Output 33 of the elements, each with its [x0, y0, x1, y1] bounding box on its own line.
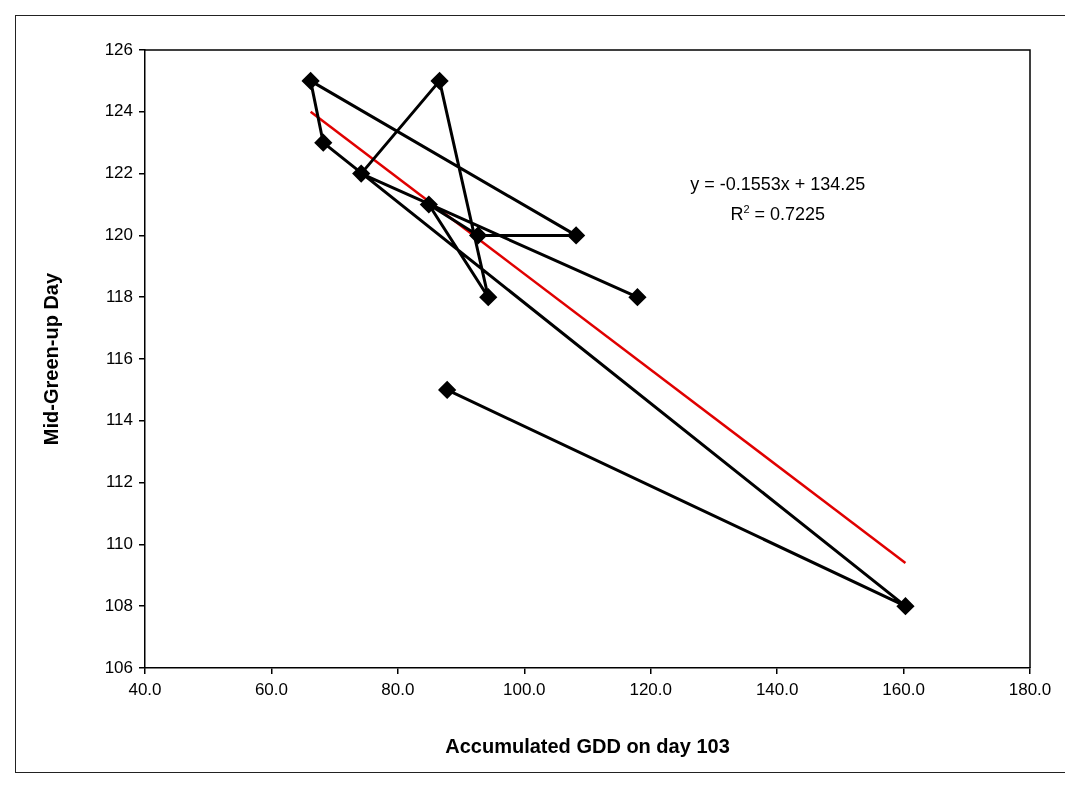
- x-tick-label: 100.0: [503, 679, 546, 699]
- point: [420, 196, 438, 213]
- point: [628, 288, 646, 306]
- x-tick-label: 80.0: [381, 679, 415, 699]
- point: [438, 381, 456, 399]
- y-tick-label: 112: [105, 472, 133, 492]
- point: [352, 165, 370, 183]
- y-tick-label: 126: [104, 39, 133, 59]
- x-tick-label: 120.0: [629, 679, 672, 699]
- x-axis-title: Accumulated GDD on day 103: [445, 734, 730, 757]
- annotation: y = -0.1553x + 134.25: [690, 174, 866, 194]
- x-tick-label: 140.0: [755, 679, 799, 699]
- x-tick-label: 160.0: [882, 679, 925, 699]
- y-tick-label: 108: [104, 595, 133, 615]
- y-tick-label: 110: [105, 534, 133, 554]
- point: [431, 72, 449, 90]
- x-tick-label: 60.0: [254, 679, 288, 699]
- y-tick-label: 114: [105, 410, 133, 430]
- point: [469, 226, 487, 244]
- y-tick-label: 106: [104, 657, 133, 677]
- y-tick-label: 118: [105, 286, 133, 306]
- y-tick-label: 124: [104, 101, 133, 121]
- point: [479, 288, 497, 306]
- y-tick-label: 120: [104, 225, 133, 245]
- x-tick-label: 180.0: [1008, 679, 1052, 699]
- point: [302, 72, 320, 90]
- y-axis-title: Mid-Green-up Day: [39, 272, 62, 446]
- y-tick-label: 116: [105, 348, 133, 368]
- x-tick-label: 40.0: [128, 679, 162, 699]
- point: [896, 597, 914, 615]
- point: [314, 134, 332, 152]
- point: [567, 226, 585, 244]
- y-tick-label: 122: [104, 163, 133, 183]
